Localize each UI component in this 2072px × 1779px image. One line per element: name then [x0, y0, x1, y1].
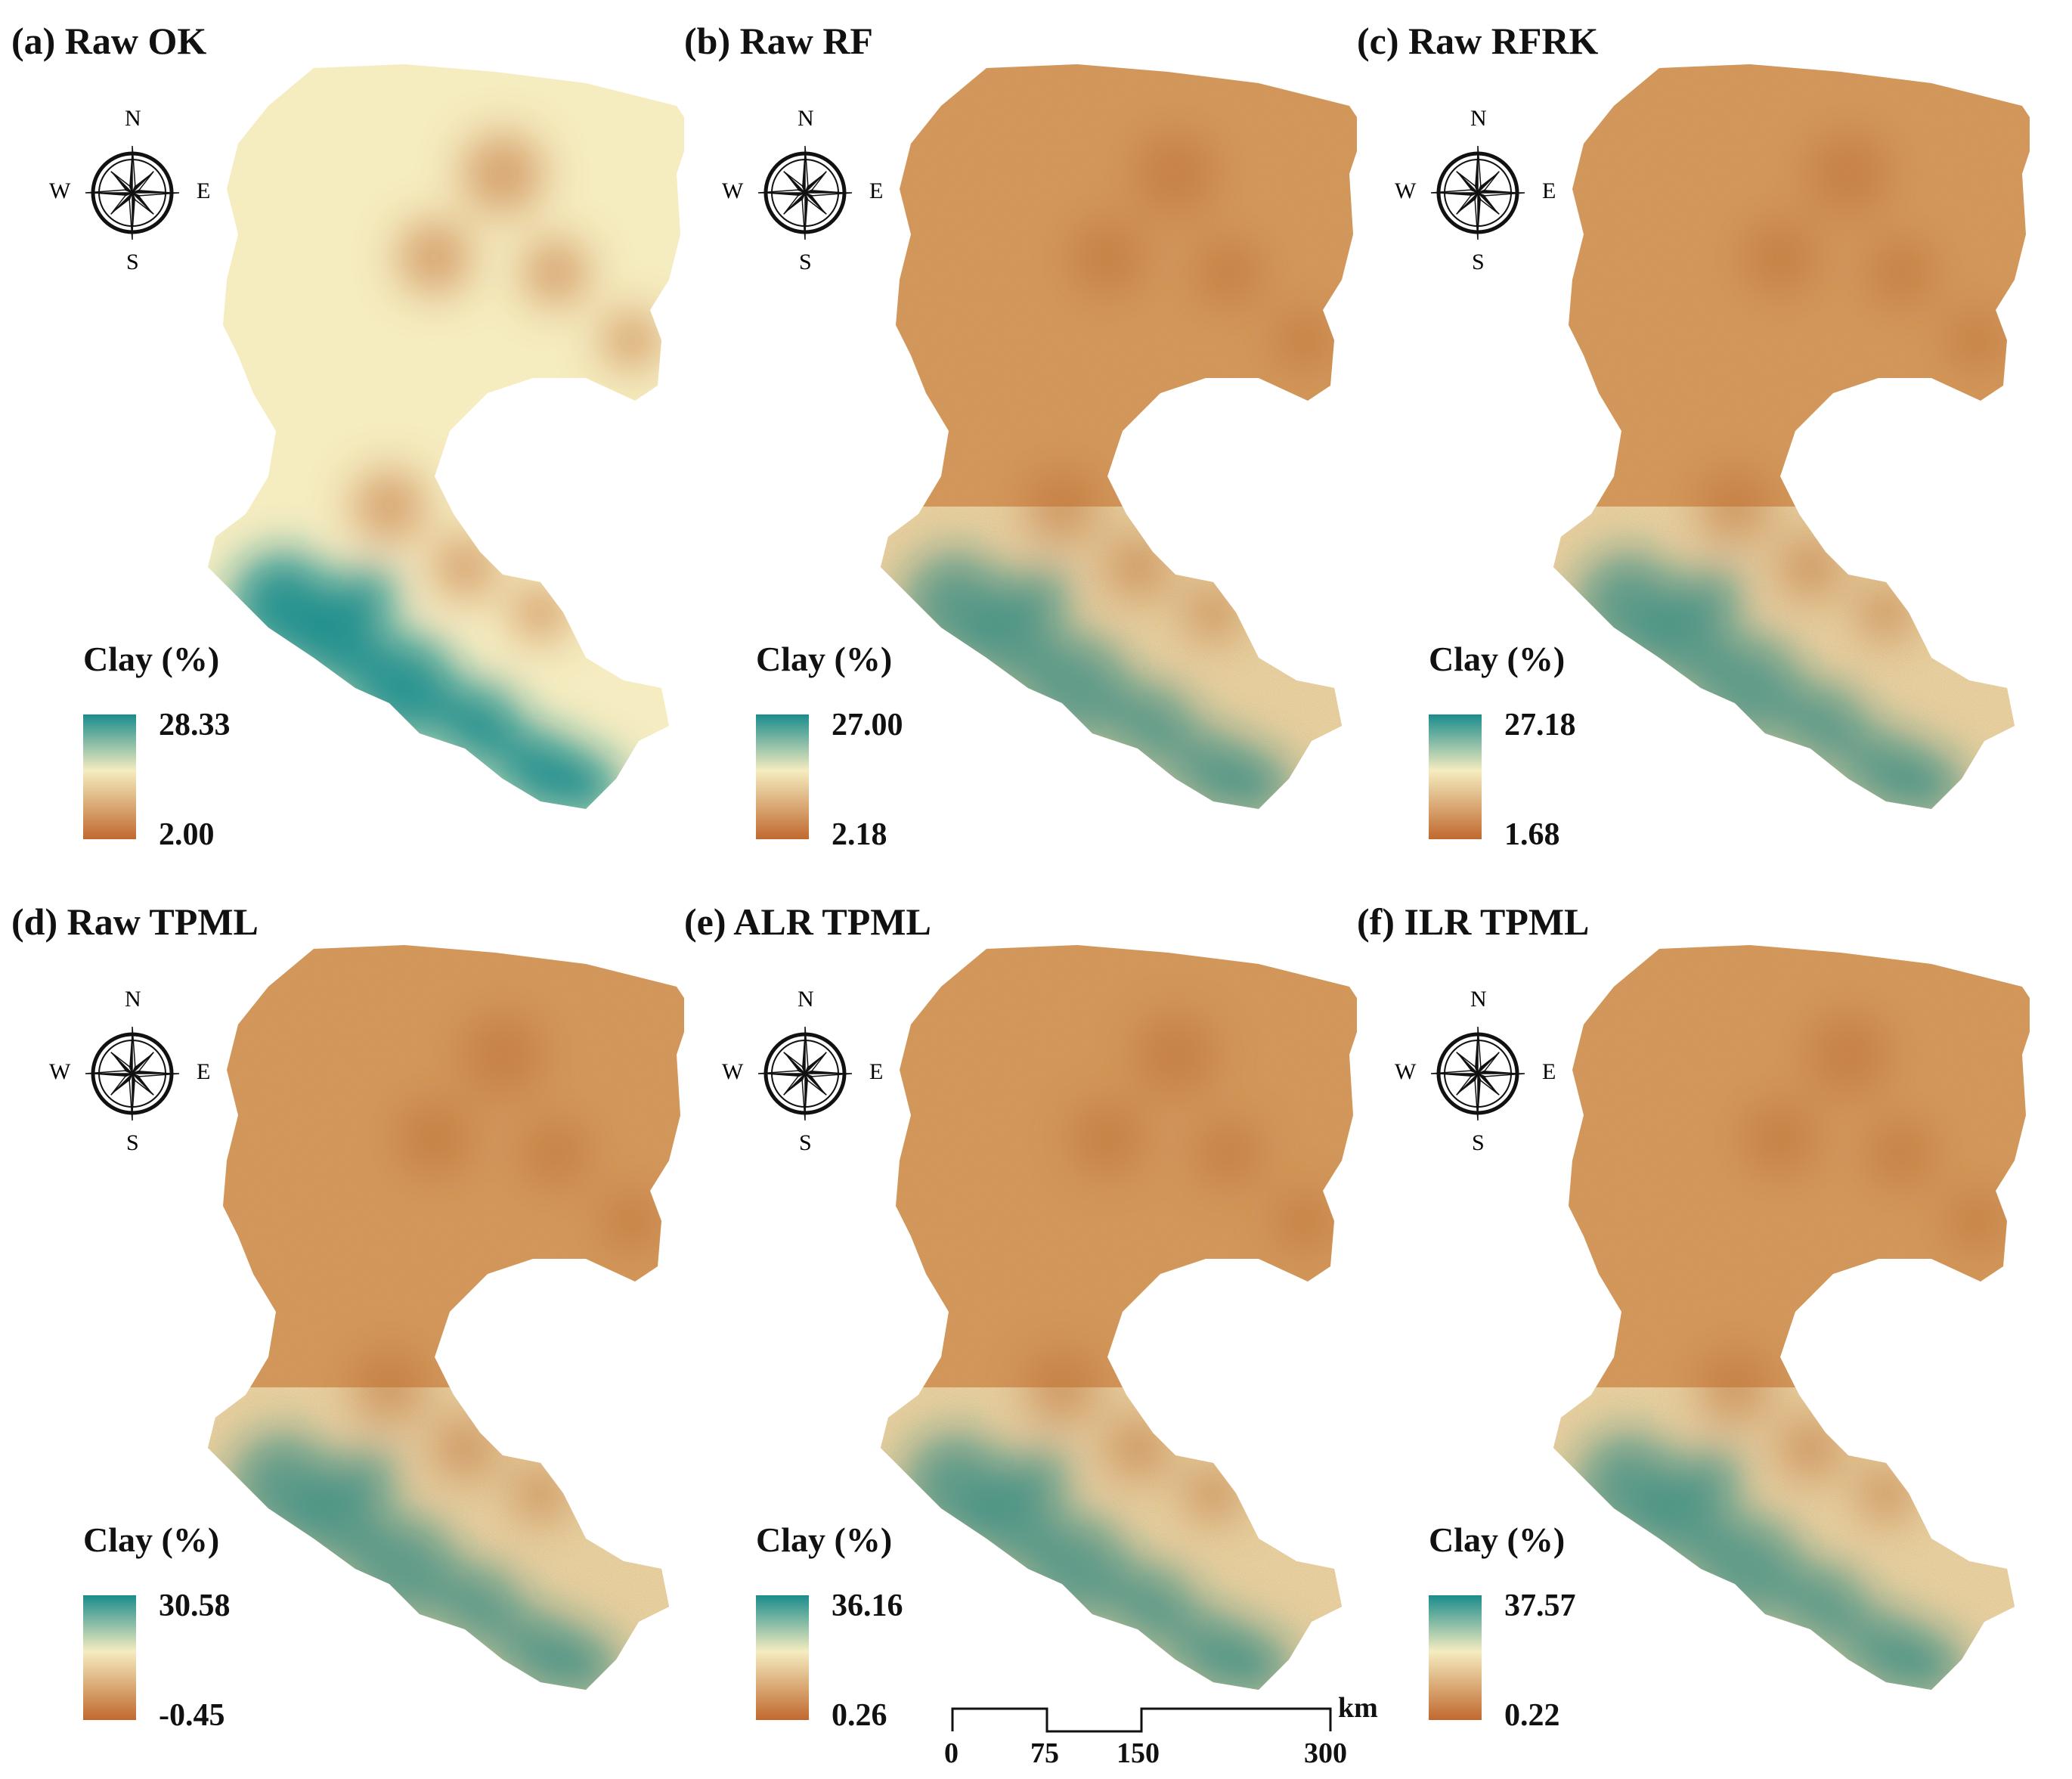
clay-map — [684, 903, 1364, 1724]
map-panel-f: (f) ILR TPML N S W E Clay (%) 37.57 0.22 — [1357, 896, 2037, 1765]
compass-east: E — [1542, 1059, 1556, 1084]
clay-map — [1357, 903, 2037, 1724]
legend-title: Clay (%) — [83, 1520, 220, 1559]
compass-north: N — [1470, 106, 1487, 131]
legend-colorbar — [756, 1595, 809, 1720]
legend-min-value: 2.18 — [832, 817, 887, 852]
legend-max-value: 36.16 — [832, 1588, 903, 1623]
map-panel-a: (a) Raw OK N S W E Clay (%) 28.33 2.00 — [11, 15, 692, 885]
clay-map — [11, 903, 692, 1724]
legend-min-value: 2.00 — [159, 817, 215, 852]
compass-rose-icon: N S W E — [1395, 987, 1561, 1161]
legend-max-value: 27.00 — [832, 708, 903, 742]
compass-west: W — [1395, 178, 1417, 203]
panel-title: (a) Raw OK — [11, 20, 207, 62]
compass-north: N — [798, 106, 814, 131]
compass-south: S — [799, 249, 812, 274]
legend-title: Clay (%) — [1429, 1520, 1566, 1559]
legend-title: Clay (%) — [756, 1520, 893, 1559]
compass-east: E — [869, 178, 884, 203]
legend-colorbar — [1429, 1595, 1482, 1720]
compass-west: W — [49, 178, 71, 203]
compass-west: W — [1395, 1059, 1417, 1084]
map-panel-b: (b) Raw RF N S W E Clay (%) 27.00 2.18 — [684, 15, 1364, 885]
compass-rose-icon: N S W E — [722, 987, 888, 1161]
scale-tick-300: 300 — [1304, 1737, 1347, 1769]
legend-min-value: -0.45 — [159, 1698, 225, 1733]
scale-bar-graphic — [951, 1707, 1332, 1733]
legend-min-value: 0.26 — [832, 1698, 887, 1733]
compass-south: S — [126, 249, 139, 274]
scale-unit: km — [1338, 1692, 1378, 1724]
compass-south: S — [1472, 1130, 1485, 1155]
clay-map — [1357, 23, 2037, 843]
scale-tick-0: 0 — [944, 1737, 959, 1769]
legend-colorbar — [756, 714, 809, 839]
compass-east: E — [869, 1059, 884, 1084]
panel-title: (d) Raw TPML — [11, 900, 259, 943]
legend-max-value: 30.58 — [159, 1588, 231, 1623]
legend-title: Clay (%) — [83, 640, 220, 678]
compass-west: W — [49, 1059, 71, 1084]
map-panel-c: (c) Raw RFRK N S W E Clay (%) 27.18 1.68 — [1357, 15, 2037, 885]
compass-south: S — [126, 1130, 139, 1155]
clay-map — [11, 23, 692, 843]
legend-title: Clay (%) — [756, 640, 893, 678]
scale-tick-150: 150 — [1117, 1737, 1160, 1769]
compass-west: W — [722, 178, 744, 203]
scale-tick-75: 75 — [1030, 1737, 1059, 1769]
compass-north: N — [798, 987, 814, 1012]
panel-title: (b) Raw RF — [684, 20, 873, 62]
legend-max-value: 27.18 — [1504, 708, 1576, 742]
legend-colorbar — [83, 714, 136, 839]
compass-rose-icon: N S W E — [49, 987, 215, 1161]
compass-rose-icon: N S W E — [49, 106, 215, 280]
compass-south: S — [1472, 249, 1485, 274]
map-panel-e: (e) ALR TPML N S W E Clay (%) 36.16 0.26 — [684, 896, 1364, 1765]
legend-title: Clay (%) — [1429, 640, 1566, 678]
compass-east: E — [197, 178, 211, 203]
legend-min-value: 1.68 — [1504, 817, 1560, 852]
compass-north: N — [1470, 987, 1487, 1012]
clay-map — [684, 23, 1364, 843]
panel-title: (f) ILR TPML — [1357, 900, 1590, 943]
compass-south: S — [799, 1130, 812, 1155]
panel-title: (e) ALR TPML — [684, 900, 931, 943]
map-panel-d: (d) Raw TPML N S W E Clay (%) 30.58 -0.4… — [11, 896, 692, 1765]
compass-rose-icon: N S W E — [722, 106, 888, 280]
compass-west: W — [722, 1059, 744, 1084]
compass-north: N — [125, 987, 141, 1012]
legend-colorbar — [83, 1595, 136, 1720]
compass-east: E — [197, 1059, 211, 1084]
panel-title: (c) Raw RFRK — [1357, 20, 1599, 62]
compass-east: E — [1542, 178, 1556, 203]
legend-max-value: 37.57 — [1504, 1588, 1576, 1623]
compass-north: N — [125, 106, 141, 131]
legend-max-value: 28.33 — [159, 708, 231, 742]
legend-min-value: 0.22 — [1504, 1698, 1560, 1733]
scale-bar: 0 75 150 300 km — [944, 1692, 1378, 1773]
legend-colorbar — [1429, 714, 1482, 839]
compass-rose-icon: N S W E — [1395, 106, 1561, 280]
